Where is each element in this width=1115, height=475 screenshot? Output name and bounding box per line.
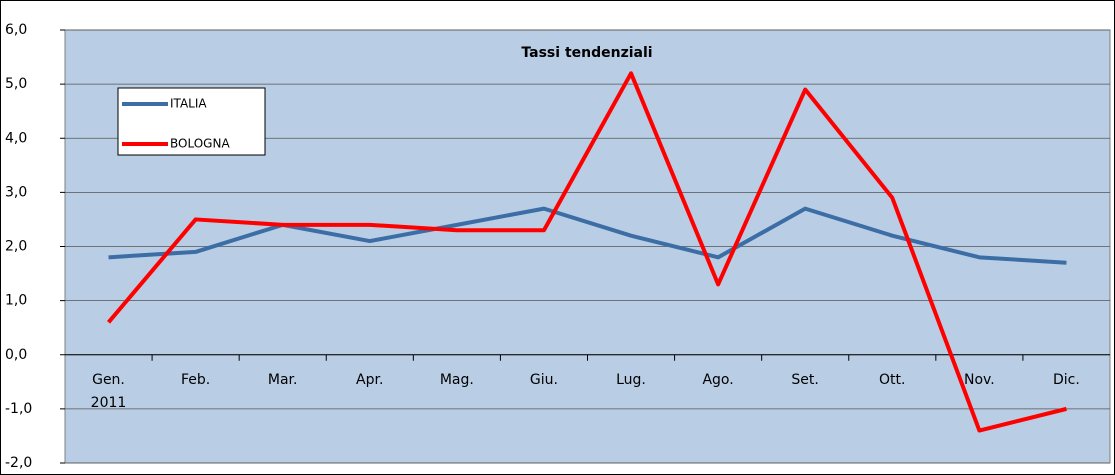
- x-tick-label: Giu.: [529, 371, 558, 388]
- y-tick-label: -2,0: [5, 455, 32, 471]
- legend-label: BOLOGNA: [170, 137, 230, 151]
- x-tick-label: Ago.: [702, 371, 734, 388]
- y-tick-label: 1,0: [5, 293, 27, 309]
- y-tick-label: 2,0: [5, 239, 27, 255]
- y-tick-label: -1,0: [5, 401, 32, 417]
- x-tick-label: Dic.: [1052, 371, 1080, 388]
- x-tick-label: Mar.: [267, 371, 298, 388]
- y-tick-label: 4,0: [5, 130, 27, 146]
- y-tick-label: 5,0: [5, 76, 27, 92]
- chart-title: Tassi tendenziali: [521, 45, 652, 61]
- series-line: [107, 71, 1067, 433]
- x-tick-label: Nov.: [963, 371, 995, 388]
- x-tick-label: Mag.: [439, 371, 474, 388]
- x-tick-label: Lug.: [616, 371, 646, 388]
- legend-box: [117, 87, 266, 156]
- y-tick-label: 6,0: [5, 22, 27, 38]
- y-tick-label: 0,0: [5, 347, 27, 363]
- x-tick-label: Apr.: [356, 371, 384, 388]
- x-tick-label: Ott.: [879, 371, 906, 388]
- y-tick-label: 3,0: [5, 184, 27, 200]
- x-tick-label: Feb.: [180, 371, 211, 388]
- x-tick-label: Gen. 2011: [90, 371, 127, 411]
- x-tick-label: Set.: [791, 371, 819, 388]
- legend-label: ITALIA: [170, 97, 207, 111]
